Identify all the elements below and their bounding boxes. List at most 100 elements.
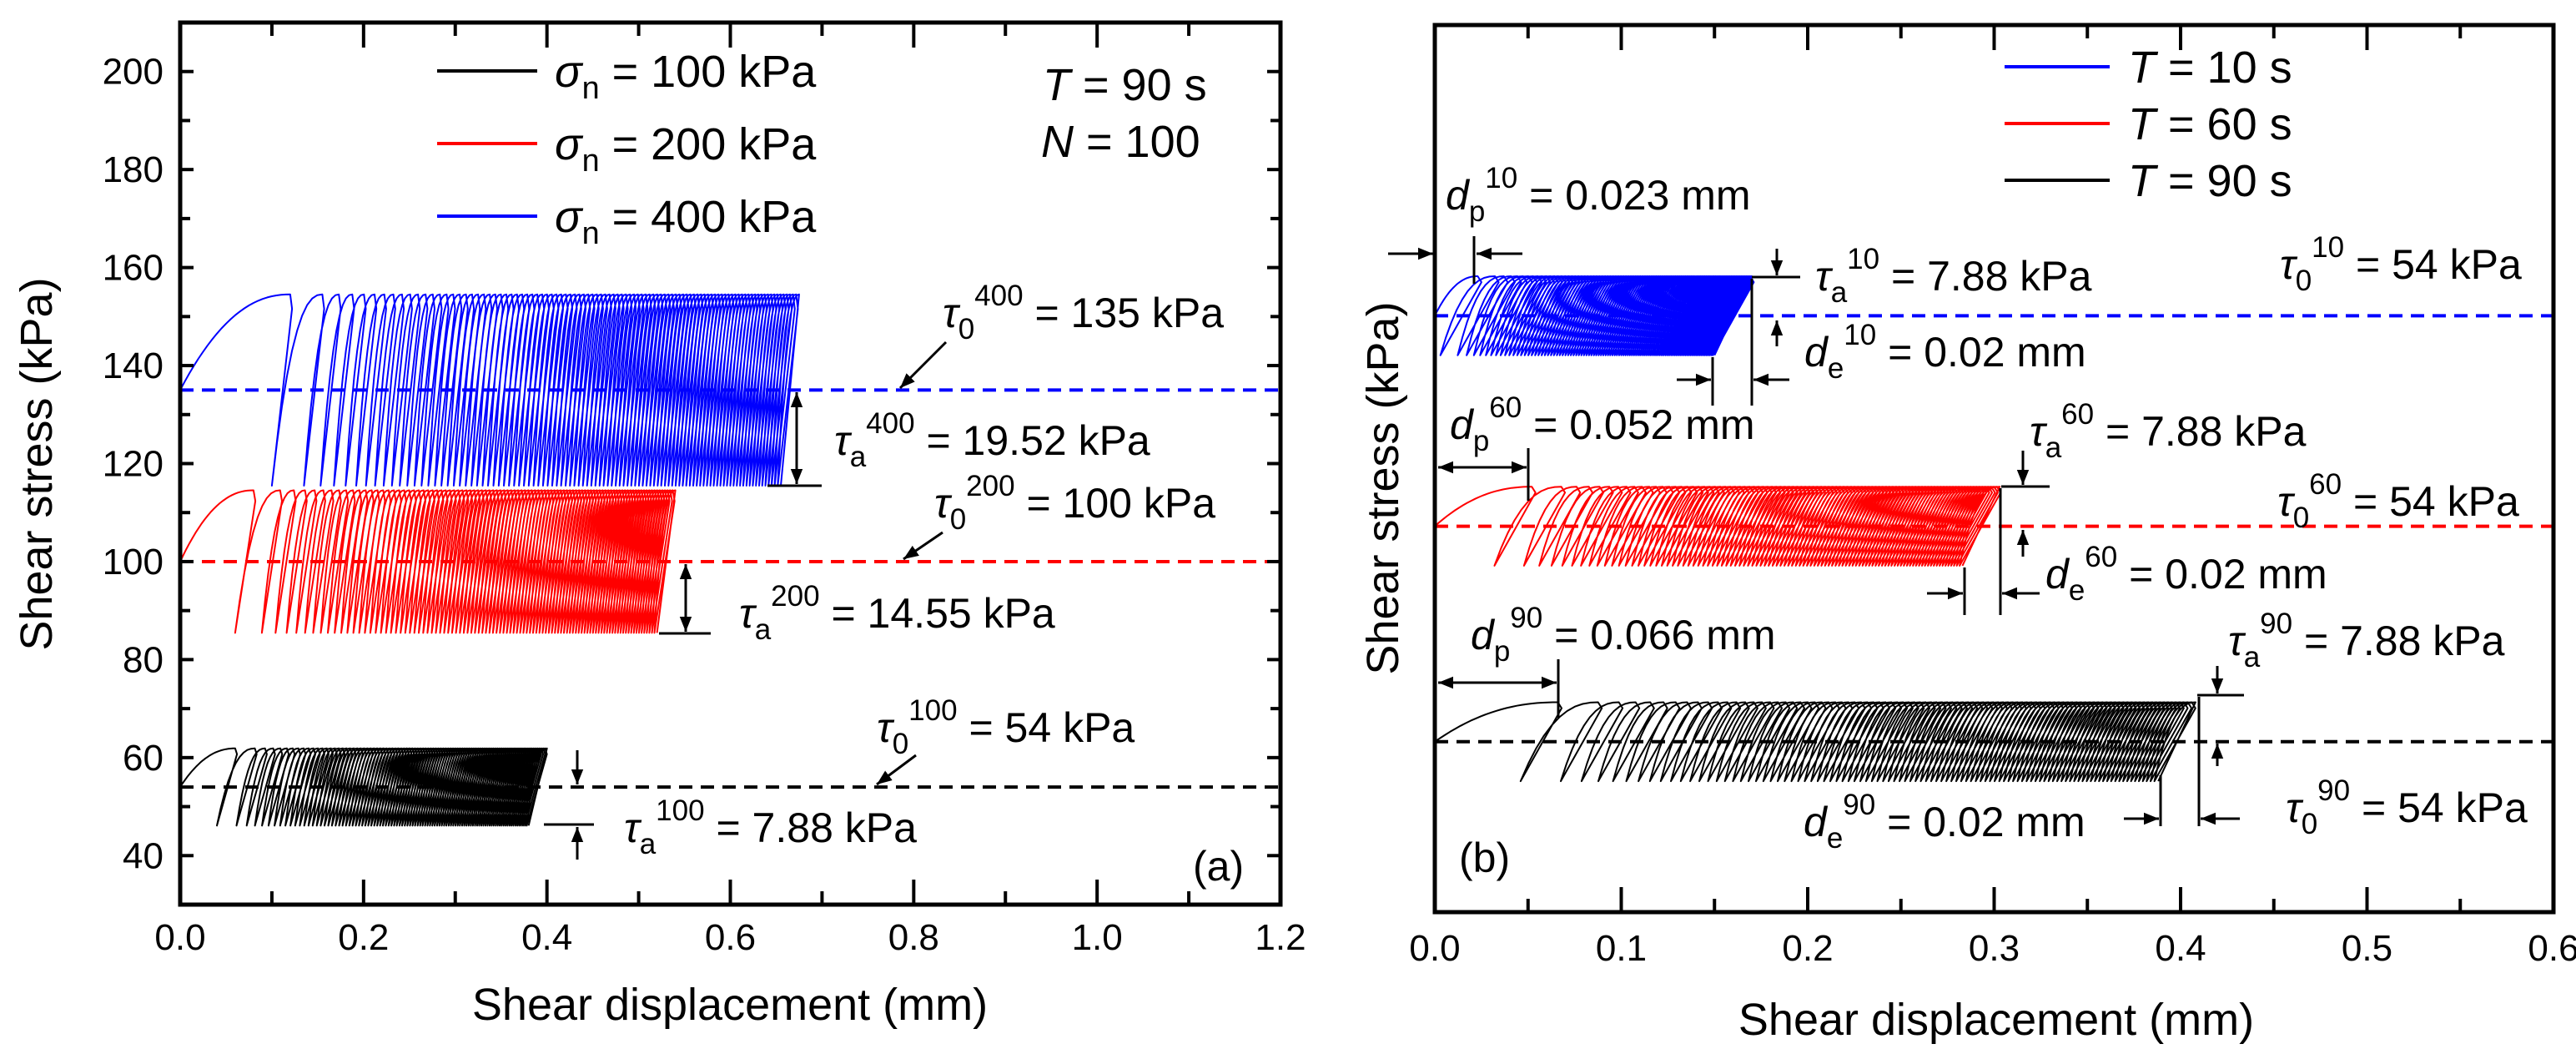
text-rest: = 7.88 kPa	[705, 804, 918, 851]
legend-label: σn = 400 kPa	[555, 192, 817, 251]
text-sub: a	[850, 441, 867, 473]
x-tick-label: 0.1	[1596, 928, 1647, 969]
text-sub: 0	[2302, 808, 2317, 840]
y-tick-label: 160	[103, 248, 164, 289]
annotation-tau0-90: τ090 = 54 kPa	[2286, 774, 2528, 840]
text-rest: = 100	[1074, 117, 1200, 167]
pointer-arrow	[876, 754, 917, 786]
panel-label: (a)	[1193, 843, 1244, 890]
annotation-tau0-400: τ0400 = 135 kPa	[943, 280, 1224, 345]
period-label: T = 90 s	[1043, 60, 1207, 110]
text-sub: a	[2244, 641, 2261, 673]
annotation-de-90: de90 = 0.02 mm	[1804, 789, 2085, 855]
text-sym: σ	[555, 119, 584, 169]
series-line-2	[1434, 701, 2196, 783]
y-axis-label: Shear stress (kPa)	[1358, 301, 1408, 674]
text-sym: d	[1446, 172, 1471, 219]
text-sym: N	[1041, 117, 1074, 167]
text-sub: p	[1473, 425, 1489, 457]
axis-ticks: 0.0 0.2 0.4 0.6 0.8 1.0 1.2 40 60 80 100 120 140 160 1…	[103, 21, 1306, 958]
text-sup: 10	[1847, 243, 1879, 275]
text-sub: a	[2045, 431, 2062, 464]
annotation-taua-10: τa10 = 7.88 kPa	[1815, 243, 2092, 309]
x-tick-label: 0.2	[338, 917, 389, 958]
text-sym: σ	[555, 192, 584, 242]
text-sym: τ	[834, 417, 853, 464]
text-sup: 90	[2317, 774, 2350, 807]
text-sub: e	[1828, 352, 1844, 385]
x-tick-label: 0.2	[1782, 928, 1833, 969]
text-rest: = 90 s	[1070, 60, 1207, 110]
text-sup: 60	[2085, 541, 2117, 573]
text-rest: = 200 kPa	[600, 119, 818, 169]
text-rest: = 0.02 mm	[2117, 551, 2327, 598]
x-tick-label: 0.5	[2342, 928, 2392, 969]
text-sym: T	[2128, 99, 2159, 149]
plot-frame	[178, 20, 1283, 907]
text-rest: = 54 kPa	[2342, 478, 2519, 525]
text-sub: 0	[2296, 265, 2312, 297]
legend-label: T = 10 s	[2128, 43, 2292, 93]
annotation-tau0-60: τ060 = 54 kPa	[2277, 468, 2519, 534]
x-tick-label: 0.0	[1409, 928, 1460, 969]
x-tick-label: 0.6	[705, 917, 756, 958]
text-sym: T	[2128, 43, 2159, 93]
text-sub: a	[755, 613, 772, 646]
legend-label: T = 60 s	[2128, 99, 2292, 149]
series-group	[1434, 275, 2196, 783]
x-tick-label: 0.4	[521, 917, 572, 958]
text-sym: T	[2128, 156, 2159, 206]
text-sup: 400	[866, 407, 914, 440]
text-rest: = 0.02 mm	[1875, 799, 2085, 845]
axis-ticks: 0.0 0.1 0.2 0.3 0.4 0.5 0.6	[1409, 25, 2576, 969]
series-line-0	[1434, 275, 1755, 356]
x-tick-label: 0.8	[888, 917, 939, 958]
annotation-de-10: de10 = 0.02 mm	[1804, 319, 2086, 385]
pointer-arrow	[903, 531, 943, 561]
annotation-taua-90: τa90 = 7.88 kPa	[2228, 608, 2505, 673]
text-sub: 0	[950, 503, 966, 536]
text-rest: = 135 kPa	[1024, 290, 1225, 336]
y-axis-label: Shear stress (kPa)	[12, 277, 62, 650]
legend: T = 10 s T = 60 s T = 90 s	[2005, 43, 2292, 206]
series-line-0	[179, 747, 548, 827]
text-sym: τ	[943, 290, 961, 336]
legend-label: T = 90 s	[2128, 156, 2292, 206]
text-sup: 90	[2260, 608, 2292, 640]
text-sub: n	[582, 71, 600, 106]
text-sub: a	[640, 828, 657, 860]
panel-label: (b)	[1459, 835, 1510, 881]
text-sup: 60	[1489, 391, 1522, 424]
text-sub: e	[1827, 822, 1843, 855]
text-rest: = 19.52 kPa	[915, 417, 1150, 464]
legend-label: σn = 100 kPa	[555, 47, 817, 106]
text-rest: = 54 kPa	[958, 704, 1135, 751]
text-rest: = 54 kPa	[2344, 241, 2522, 288]
y-tick-label: 180	[103, 149, 164, 190]
text-rest: = 10 s	[2156, 43, 2292, 93]
y-tick-label: 200	[103, 52, 164, 93]
y-tick-label: 40	[123, 835, 164, 876]
legend: σn = 100 kPa σn = 200 kPa σn = 400 kPa	[437, 47, 817, 251]
y-tick-label: 60	[123, 738, 164, 779]
text-sup: 400	[974, 280, 1023, 312]
annotation-dp-10: dp10 = 0.023 mm	[1446, 162, 1751, 228]
text-sub: p	[1469, 195, 1485, 228]
annotation-tau0-10: τ010 = 54 kPa	[2280, 231, 2522, 297]
text-sub: n	[582, 144, 600, 179]
x-tick-label: 0.6	[2528, 928, 2576, 969]
x-tick-label: 0.3	[1969, 928, 2020, 969]
text-sup: 90	[1510, 602, 1542, 634]
text-sup: 90	[1843, 789, 1875, 821]
plot-frame	[1432, 23, 2556, 915]
text-sym: σ	[555, 47, 584, 97]
text-sym: τ	[2277, 478, 2296, 525]
text-sup: 100	[656, 794, 704, 827]
text-sub: n	[582, 216, 600, 251]
text-sym: τ	[2228, 618, 2246, 664]
text-sym: τ	[934, 480, 953, 527]
text-sym: d	[1804, 329, 1829, 376]
text-rest: = 100 kPa	[1015, 480, 1216, 527]
text-rest: = 400 kPa	[600, 192, 818, 242]
y-tick-label: 100	[103, 542, 164, 582]
